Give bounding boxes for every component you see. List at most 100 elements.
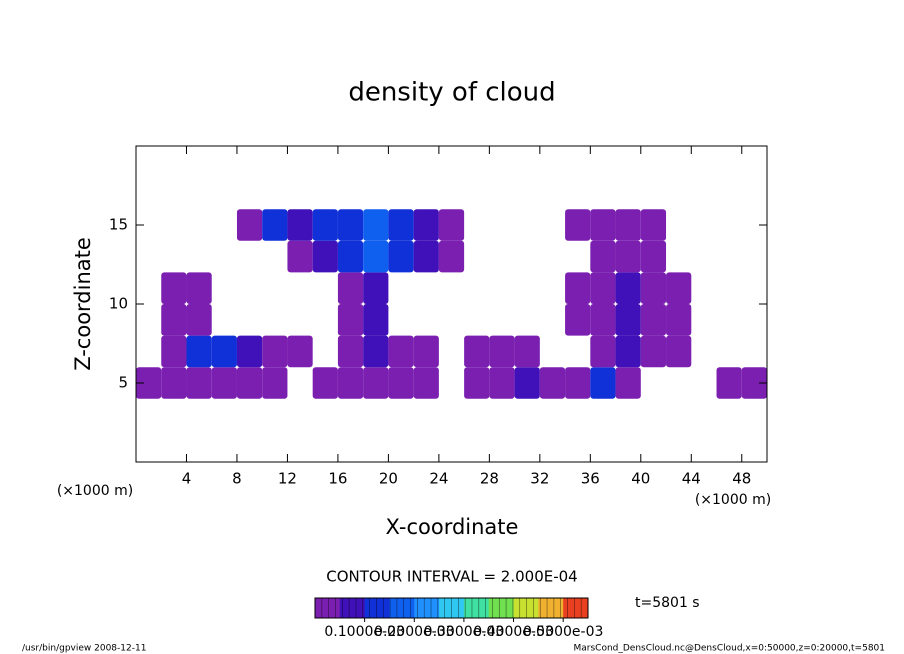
colorbar-band: [513, 598, 539, 618]
colorbar-band: [563, 598, 589, 618]
contour-cell: [539, 367, 566, 399]
colorbar-tick-label: 0.1000e-03: [324, 624, 404, 640]
x-tick-label: 8: [232, 470, 242, 488]
colorbar-band: [339, 598, 366, 618]
contour-cell: [363, 272, 389, 304]
contour-cell: [363, 209, 389, 241]
contour-cell: [666, 272, 692, 304]
contour-interval: CONTOUR INTERVAL = 2.000E-04: [326, 568, 577, 586]
contour-cell: [186, 304, 212, 336]
contour-cell: [388, 209, 414, 241]
y-tick-label: 5: [118, 374, 128, 392]
colorbar-band: [538, 598, 564, 618]
contour-cell: [161, 367, 187, 399]
contour-cell: [161, 335, 187, 368]
contour-cell: [413, 209, 439, 241]
contour-cell: [640, 335, 667, 368]
contour-cell: [161, 304, 187, 336]
x-tick-label: 20: [379, 470, 398, 488]
contour-cell: [262, 209, 288, 241]
colorbar-tick-label: 0.2000e-03: [374, 624, 454, 640]
contour-cell: [337, 209, 364, 241]
contour-cell: [312, 209, 338, 241]
contour-cell: [716, 367, 742, 399]
colorbar-band: [315, 598, 341, 618]
contour-cell: [287, 209, 313, 241]
x-tick-label: 44: [682, 470, 701, 488]
x-tick-label: 40: [631, 470, 650, 488]
contour-cell: [388, 335, 414, 368]
contour-cell: [565, 272, 591, 304]
contour-cell: [388, 240, 414, 273]
x-axis-label: X-coordinate: [386, 515, 519, 539]
colorbar-band: [389, 598, 415, 618]
y-tick-label: 15: [109, 216, 128, 234]
colorbar-band: [463, 598, 490, 618]
contour-cell: [489, 367, 515, 399]
contour-cell: [590, 240, 616, 273]
chart-title: density of cloud: [348, 78, 555, 108]
contour-cell: [287, 240, 313, 273]
contour-cell: [590, 335, 616, 368]
x-tick-label: 48: [732, 470, 751, 488]
contour-cell: [489, 335, 515, 368]
contour-cell: [741, 367, 767, 399]
contour-cell: [565, 304, 591, 336]
footer-right: MarsCond_DensCloud.nc@DensCloud,x=0:5000…: [574, 644, 886, 654]
y-unit: (×1000 m): [57, 483, 133, 499]
contour-cell: [337, 367, 364, 399]
contour-cell: [413, 240, 439, 273]
contour-cell: [136, 367, 162, 399]
contour-cell: [590, 209, 616, 241]
contour-cell: [615, 209, 641, 241]
colorbar-band: [414, 598, 440, 618]
x-tick-label: 28: [480, 470, 499, 488]
contour-cell: [211, 367, 237, 399]
contour-cell: [211, 335, 237, 368]
contour-cell: [640, 240, 667, 273]
contour-cell: [186, 367, 212, 399]
contour-cell: [337, 272, 364, 304]
contour-cell: [514, 335, 540, 368]
contour-cell: [615, 272, 641, 304]
contour-cell: [363, 304, 389, 336]
contour-cell: [413, 367, 439, 399]
contour-cell: [640, 209, 667, 241]
footer-left: /usr/bin/gpview 2008-12-11: [22, 644, 146, 654]
contour-cell: [312, 240, 338, 273]
colorbar-band: [488, 598, 515, 618]
x-tick-label: 12: [278, 470, 297, 488]
contour-cell: [236, 367, 263, 399]
contour-cell: [640, 272, 667, 304]
time-label: t=5801 s: [635, 595, 700, 611]
contour-cell: [666, 335, 692, 368]
colorbar-frame: [314, 597, 589, 619]
contour-cell: [514, 367, 540, 399]
contour-cell: [464, 367, 490, 399]
contour-cell: [590, 272, 616, 304]
contour-cell: [615, 304, 641, 336]
contour-cell: [287, 335, 313, 368]
contour-cell: [363, 367, 389, 399]
colorbar-tick-label: 0.5000e-03: [523, 624, 603, 640]
contour-cell: [615, 335, 641, 368]
y-axis-label: Z-coordinate: [71, 237, 95, 371]
x-tick-label: 24: [429, 470, 448, 488]
x-tick-label: 16: [328, 470, 347, 488]
x-tick-label: 4: [182, 470, 192, 488]
x-tick-label: 32: [530, 470, 549, 488]
colorbar-band: [364, 598, 390, 618]
contour-cell: [388, 367, 414, 399]
x-tick-label: 36: [581, 470, 600, 488]
contour-cell: [438, 240, 465, 273]
contour-cell: [615, 367, 641, 399]
contour-cell: [464, 335, 490, 368]
contour-cell: [236, 209, 263, 241]
y-tick-label: 10: [109, 295, 128, 313]
contour-cell: [337, 335, 364, 368]
contour-cell: [262, 335, 288, 368]
contour-cell: [363, 335, 389, 368]
contour-cell: [565, 209, 591, 241]
